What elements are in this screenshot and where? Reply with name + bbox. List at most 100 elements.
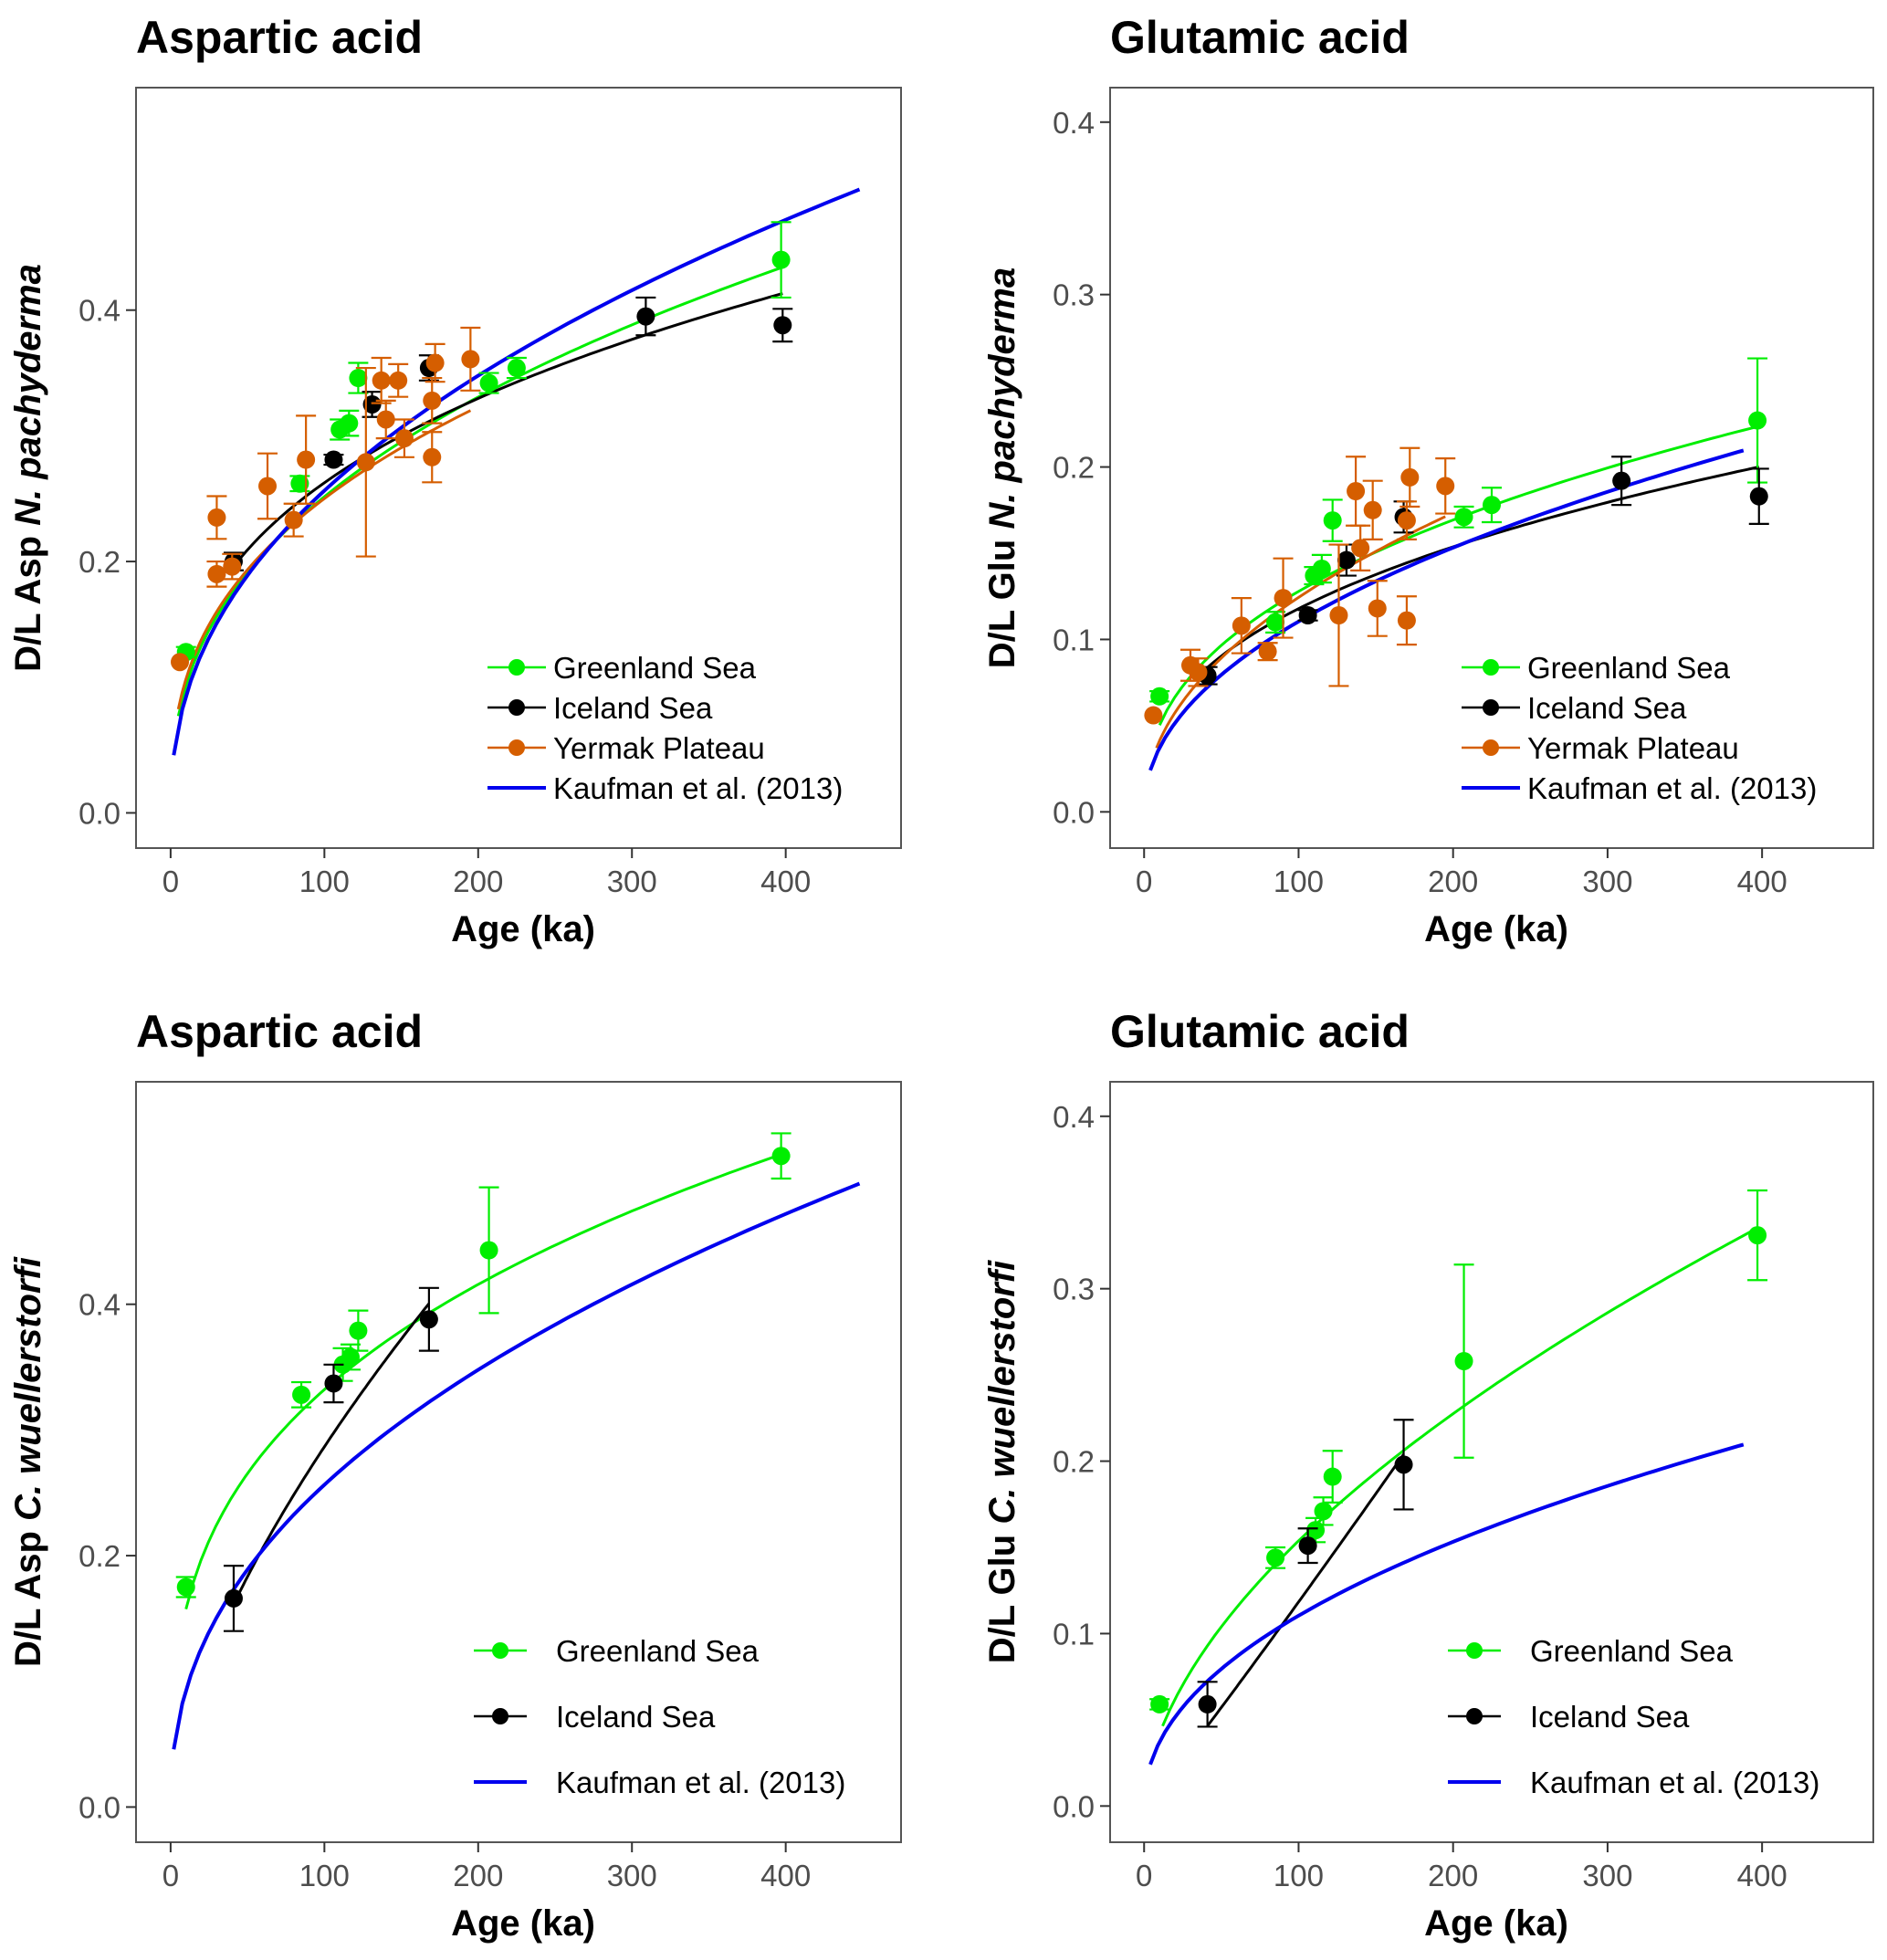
data-point-yermak [376,410,395,429]
data-point-iceland [1612,471,1631,490]
legend-item-iceland: Iceland Sea [1462,691,1687,725]
panel-title: Glutamic acid [1110,12,1410,63]
data-point-yermak [425,353,445,372]
x-tick-label: 300 [607,865,657,898]
legend-label: Iceland Sea [1530,1700,1690,1734]
data-point-iceland [1337,550,1356,570]
y-axis-title: D/L Asp C. wuellerstorfi [8,1256,48,1667]
data-point-yermak [223,557,242,576]
legend-key-point [1483,659,1499,676]
x-tick-label: 0 [162,1859,179,1892]
panel-glu-npachyderma: Glutamic acid 0 100 200 300 400 0.0 0.1 0.2 0.3 0.… [982,12,1874,949]
data-point-yermak [1347,482,1366,500]
legend-label: Kaufman et al. (2013) [1530,1766,1819,1799]
legend-item-yermak: Yermak Plateau [487,731,765,765]
data-point-yermak [1397,611,1416,630]
data-point-greenland [1150,1694,1169,1714]
legend-item-kaufman: Kaufman et al. (2013) [1462,771,1817,805]
data-point-yermak [1351,539,1370,558]
legend-key-point [1466,1642,1483,1659]
y-tick-label: 0.0 [79,1790,121,1824]
data-point-iceland [324,450,343,469]
legend-key-point [508,699,525,716]
legend-label: Yermak Plateau [1527,731,1739,765]
legend-item-greenland: Greenland Sea [487,651,757,685]
data-point-yermak [258,477,278,496]
panel-asp-cwuellerstorfi: Aspartic acid 0 100 200 300 400 0.0 0.2 0.4 Age (… [8,1006,902,1944]
data-point-yermak [1274,589,1293,608]
x-tick-label: 0 [1136,1859,1152,1892]
plot-frame [135,87,902,849]
legend-item-greenland: Greenland Sea [1448,1634,1734,1668]
y-tick-label: 0.1 [1053,623,1095,656]
legend-label: Iceland Sea [1527,691,1687,725]
data-point-yermak [372,371,391,390]
x-tick-label: 200 [453,1859,503,1892]
y-tick-label: 0.4 [1053,1100,1095,1134]
data-point-greenland [1323,1467,1342,1486]
data-point-iceland [636,307,655,326]
data-point-yermak [1368,599,1387,618]
x-axis-title: Age (ka) [1424,909,1568,949]
fit-line-iceland [231,292,783,570]
plot-frame [1109,87,1874,849]
legend: Greenland Sea Iceland Sea Yermak Plateau Ka… [1462,651,1817,805]
y-tick-label: 0.4 [1053,106,1095,140]
data-point-iceland [224,1588,243,1608]
y-tick-label: 0.2 [79,1539,121,1573]
x-tick-label: 100 [299,865,350,898]
data-layer [1148,1189,1768,1766]
panel-title: Glutamic acid [1110,1006,1410,1057]
x-tick-label: 100 [299,1859,350,1892]
data-point-greenland [1266,1548,1285,1567]
data-point-greenland [1150,687,1169,706]
data-point-greenland [771,1147,791,1166]
data-point-greenland [1306,1521,1326,1540]
data-point-greenland [1454,1352,1473,1370]
data-point-iceland [773,316,792,335]
legend-label: Kaufman et al. (2013) [553,771,843,805]
legend-key-point [492,1708,508,1724]
legend-label: Greenland Sea [1527,651,1731,685]
plot-frame [1109,1081,1874,1843]
legend-key-point [1483,739,1499,756]
data-layer [1144,357,1769,771]
panel-glu-cwuellerstorfi: Glutamic acid 0 100 200 300 400 0.0 0.1 0.2 0.3 0.… [982,1006,1874,1944]
fit-line-iceland [232,1303,431,1606]
data-point-greenland [1483,496,1501,515]
y-axis-title-prefix: D/L Glu [982,1525,1022,1664]
data-point-greenland [1323,511,1342,530]
data-point-yermak [461,350,480,369]
fit-line-iceland [1206,1453,1405,1727]
y-tick-label: 0.4 [79,1288,121,1322]
data-point-greenland [1314,1502,1333,1521]
data-point-iceland [1198,1694,1217,1714]
data-point-yermak [284,510,303,529]
data-point-greenland [1266,613,1285,632]
data-point-greenland [479,1241,498,1260]
legend: Greenland Sea Iceland Sea Kaufman et al. (… [1448,1634,1819,1799]
x-axis-title: Age (ka) [1424,1903,1568,1944]
data-point-yermak [207,508,226,527]
data-point-yermak [423,391,442,410]
y-axis-title-species: C. wuellerstorfi [982,1260,1022,1525]
panel-title: Aspartic acid [136,12,423,63]
panel-asp-npachyderma: Aspartic acid 0 100 200 300 400 0.0 0.2 0.4 Age (… [8,12,902,949]
data-point-yermak [423,447,442,466]
data-point-iceland [419,1310,438,1329]
y-tick-label: 0.0 [1053,1789,1095,1823]
y-axis-title-prefix: D/L Asp [8,526,48,672]
data-point-greenland [1748,1226,1767,1245]
legend-item-iceland: Iceland Sea [474,1700,716,1734]
y-axis-title: D/L Glu N. pachyderma [982,267,1022,668]
legend: Greenland Sea Iceland Sea Yermak Plateau Ka… [487,651,843,805]
y-axis-title-species: C. wuellerstorfi [8,1256,48,1521]
legend-item-kaufman: Kaufman et al. (2013) [474,1766,845,1799]
data-point-yermak [1363,500,1382,519]
x-tick-label: 400 [1737,1859,1787,1892]
legend-key-point [508,739,525,756]
y-axis-title-species: N. pachyderma [982,267,1022,529]
legend-item-greenland: Greenland Sea [1462,651,1731,685]
legend-key-point [1483,699,1499,716]
